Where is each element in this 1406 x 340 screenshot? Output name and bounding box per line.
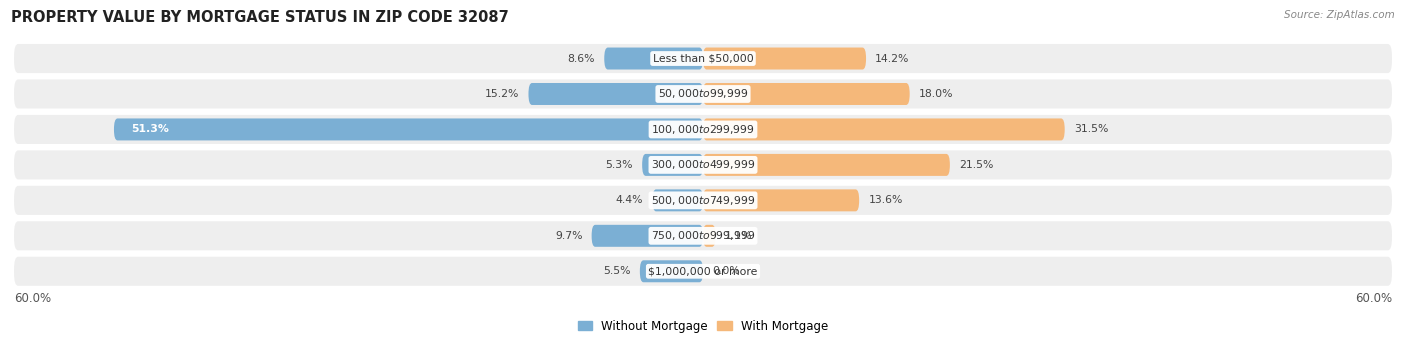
FancyBboxPatch shape [703,189,859,211]
FancyBboxPatch shape [14,115,1392,144]
FancyBboxPatch shape [529,83,703,105]
Text: 4.4%: 4.4% [616,195,644,205]
FancyBboxPatch shape [14,221,1392,250]
Text: $100,000 to $299,999: $100,000 to $299,999 [651,123,755,136]
Text: $50,000 to $99,999: $50,000 to $99,999 [658,87,748,101]
FancyBboxPatch shape [703,118,1064,140]
Text: 8.6%: 8.6% [568,53,595,64]
FancyBboxPatch shape [652,189,703,211]
Text: 60.0%: 60.0% [14,292,51,305]
Text: 60.0%: 60.0% [1355,292,1392,305]
Text: 9.7%: 9.7% [555,231,582,241]
FancyBboxPatch shape [14,257,1392,286]
Text: 18.0%: 18.0% [920,89,953,99]
FancyBboxPatch shape [14,80,1392,108]
Text: 15.2%: 15.2% [485,89,519,99]
Text: 51.3%: 51.3% [131,124,169,134]
Text: PROPERTY VALUE BY MORTGAGE STATUS IN ZIP CODE 32087: PROPERTY VALUE BY MORTGAGE STATUS IN ZIP… [11,10,509,25]
FancyBboxPatch shape [703,225,716,247]
FancyBboxPatch shape [14,150,1392,180]
Text: $500,000 to $749,999: $500,000 to $749,999 [651,194,755,207]
FancyBboxPatch shape [703,48,866,69]
Text: 5.3%: 5.3% [606,160,633,170]
FancyBboxPatch shape [14,44,1392,73]
Text: 0.0%: 0.0% [713,266,740,276]
Text: $750,000 to $999,999: $750,000 to $999,999 [651,229,755,242]
Text: 5.5%: 5.5% [603,266,631,276]
FancyBboxPatch shape [592,225,703,247]
FancyBboxPatch shape [703,83,910,105]
Text: 1.1%: 1.1% [725,231,752,241]
FancyBboxPatch shape [643,154,703,176]
Text: 21.5%: 21.5% [959,160,994,170]
FancyBboxPatch shape [703,154,950,176]
Text: 31.5%: 31.5% [1074,124,1108,134]
FancyBboxPatch shape [114,118,703,140]
FancyBboxPatch shape [14,186,1392,215]
Text: 14.2%: 14.2% [875,53,910,64]
Text: Source: ZipAtlas.com: Source: ZipAtlas.com [1284,10,1395,20]
FancyBboxPatch shape [605,48,703,69]
Legend: Without Mortgage, With Mortgage: Without Mortgage, With Mortgage [574,315,832,338]
FancyBboxPatch shape [640,260,703,282]
Text: $1,000,000 or more: $1,000,000 or more [648,266,758,276]
Text: $300,000 to $499,999: $300,000 to $499,999 [651,158,755,171]
Text: 13.6%: 13.6% [869,195,903,205]
Text: Less than $50,000: Less than $50,000 [652,53,754,64]
